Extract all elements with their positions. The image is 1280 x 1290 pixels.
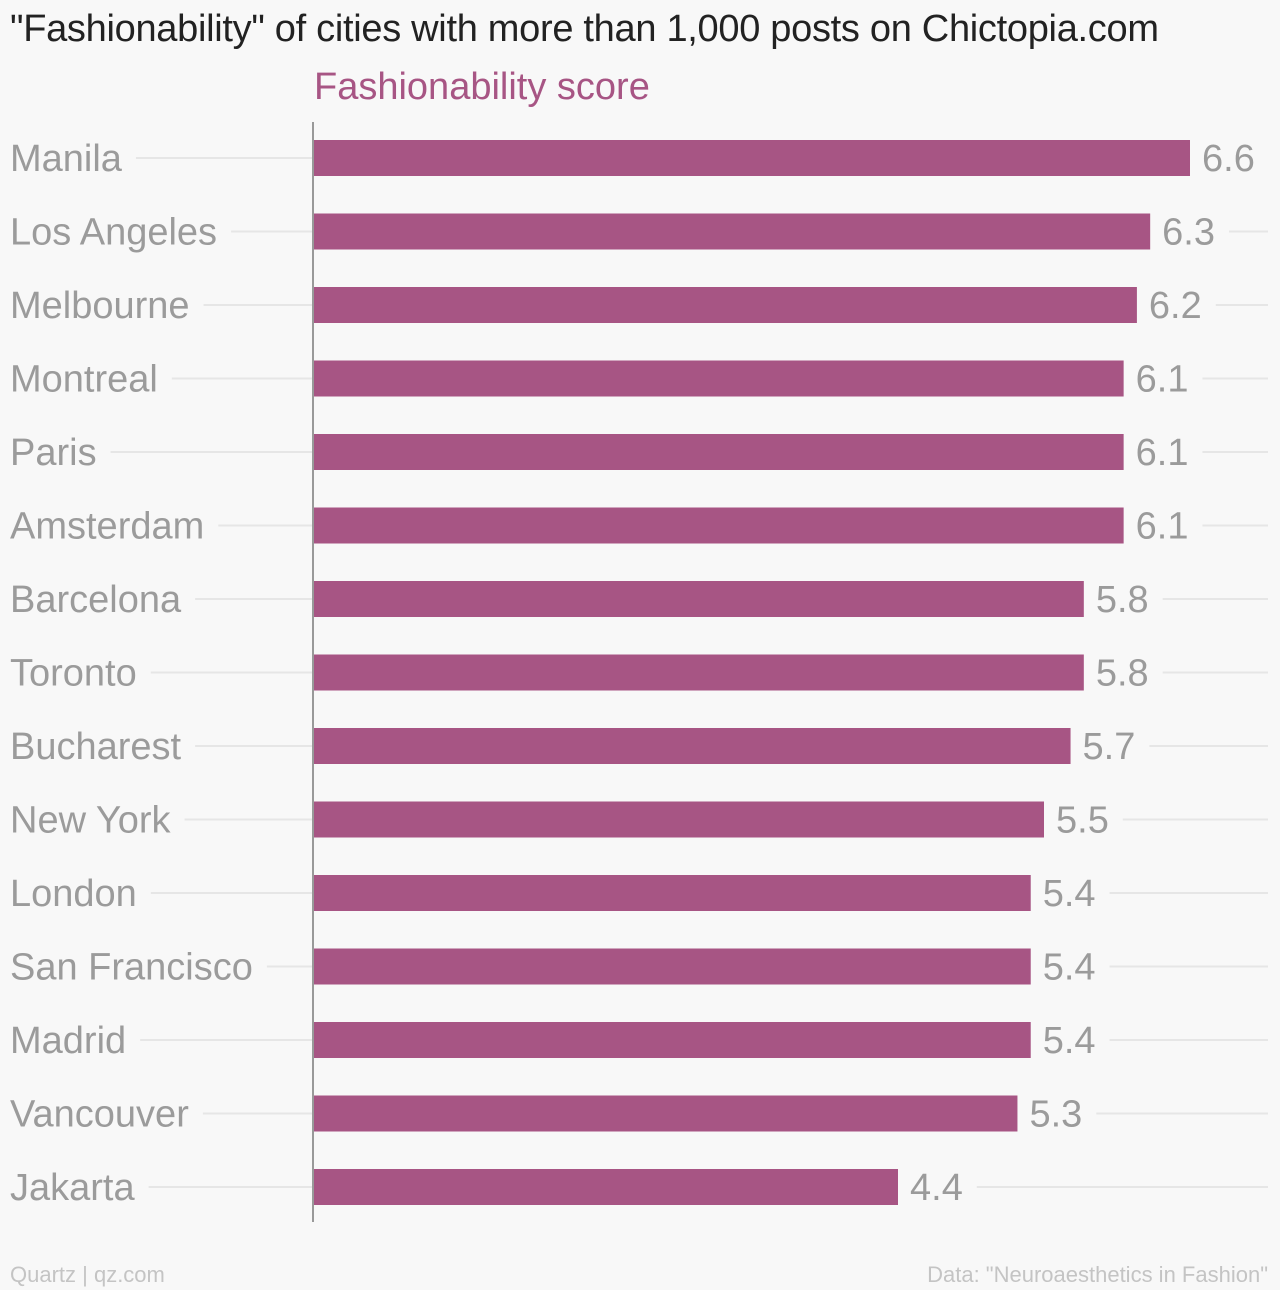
value-label: 6.1: [1136, 359, 1189, 401]
source-text: Data: "Neuroaesthetics in Fashion": [927, 1262, 1268, 1287]
value-label: 5.7: [1083, 726, 1136, 768]
category-label: London: [10, 873, 137, 915]
category-label: Manila: [10, 138, 123, 180]
category-label: Vancouver: [10, 1094, 189, 1136]
category-label: Barcelona: [10, 579, 182, 621]
category-label: San Francisco: [10, 947, 253, 989]
bar-new-york: [314, 801, 1044, 838]
bar-bucharest: [314, 728, 1071, 764]
value-label: 6.3: [1162, 212, 1215, 254]
bar-jakarta: [314, 1169, 898, 1205]
value-label: 4.4: [910, 1167, 963, 1209]
value-label: 5.8: [1096, 579, 1149, 621]
bar-madrid: [314, 1022, 1031, 1058]
bar-paris: [314, 434, 1124, 470]
category-label: Amsterdam: [10, 506, 204, 548]
value-label: 6.6: [1202, 138, 1255, 180]
bar-manila: [314, 140, 1190, 176]
credit-text: Quartz | qz.com: [10, 1262, 165, 1287]
category-label: Madrid: [10, 1020, 126, 1062]
value-label: 6.2: [1149, 285, 1202, 327]
series-label: Fashionability score: [314, 66, 650, 108]
bar-amsterdam: [314, 507, 1124, 544]
bar-barcelona: [314, 581, 1084, 617]
bar-toronto: [314, 654, 1084, 691]
value-label: 6.1: [1136, 432, 1189, 474]
bar-san-francisco: [314, 948, 1031, 985]
bar-montreal: [314, 360, 1124, 397]
bar-melbourne: [314, 287, 1137, 323]
bar-vancouver: [314, 1095, 1018, 1132]
category-label: Melbourne: [10, 285, 190, 327]
category-label: Paris: [10, 432, 97, 474]
chart-title: "Fashionability" of cities with more tha…: [10, 8, 1159, 50]
category-label: New York: [10, 800, 172, 842]
value-label: 5.4: [1043, 1020, 1096, 1062]
value-label: 5.8: [1096, 653, 1149, 695]
value-label: 6.1: [1136, 506, 1189, 548]
category-label: Bucharest: [10, 726, 182, 768]
category-label: Montreal: [10, 359, 158, 401]
value-label: 5.5: [1056, 800, 1109, 842]
value-label: 5.4: [1043, 873, 1096, 915]
bar-los-angeles: [314, 213, 1151, 250]
category-label: Jakarta: [10, 1167, 135, 1209]
category-label: Toronto: [10, 653, 137, 695]
value-label: 5.3: [1029, 1094, 1082, 1136]
bar-london: [314, 875, 1031, 911]
value-label: 5.4: [1043, 947, 1096, 989]
category-label: Los Angeles: [10, 212, 217, 254]
